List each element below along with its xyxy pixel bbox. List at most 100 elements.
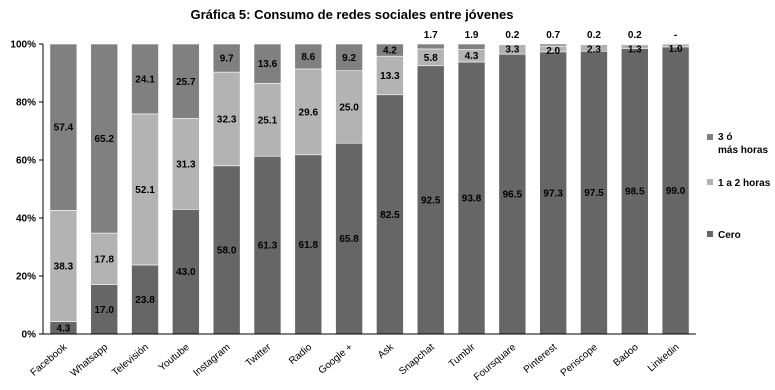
bar-segment xyxy=(539,43,567,47)
legend-label-cero: Cero xyxy=(718,230,741,241)
value-label: 97.5 xyxy=(584,188,604,199)
value-label: 99.0 xyxy=(666,186,686,197)
bar-segment xyxy=(539,51,567,335)
x-tick-label: Televisión xyxy=(110,342,151,379)
value-label: 61.8 xyxy=(299,240,319,251)
bar-segment xyxy=(90,43,119,234)
bar-segment xyxy=(620,43,649,45)
bar-segment xyxy=(131,43,159,115)
bar-segment xyxy=(457,61,486,335)
value-label: 82.5 xyxy=(380,210,400,221)
value-label: 23.8 xyxy=(135,295,155,306)
x-tick-label: Periscope xyxy=(559,342,600,379)
value-label: 24.1 xyxy=(135,74,155,85)
value-label: 13.3 xyxy=(380,71,400,82)
value-label: 1.3 xyxy=(628,45,642,56)
bar-segment xyxy=(212,71,241,167)
x-tick-label: Whatsapp xyxy=(69,342,111,380)
bar-segment xyxy=(131,113,159,266)
bar-segment xyxy=(335,70,363,144)
value-label: 4.2 xyxy=(383,46,397,57)
bar-segment xyxy=(131,264,159,335)
bar-segment xyxy=(90,232,119,286)
x-tick-label: Linkedin xyxy=(646,342,682,374)
bar-segment xyxy=(416,43,445,50)
x-tick-label: Google + xyxy=(317,342,355,377)
value-label: 0.7 xyxy=(546,30,560,41)
value-label: 96.5 xyxy=(503,190,523,201)
value-label: 0.2 xyxy=(505,30,519,41)
value-label: 61.3 xyxy=(258,241,278,252)
value-label: 97.3 xyxy=(543,188,563,199)
chart-title: Gráfica 5: Consumo de redes sociales ent… xyxy=(191,7,514,22)
value-label: 5.8 xyxy=(424,53,438,64)
value-label: 32.3 xyxy=(217,114,237,125)
value-label: 9.2 xyxy=(342,53,356,64)
bar-segment xyxy=(335,43,363,71)
x-tick-label: Badoo xyxy=(611,342,641,369)
value-label: 92.5 xyxy=(421,195,441,206)
value-label: 93.8 xyxy=(462,193,482,204)
x-tick-label: Twitter xyxy=(244,341,274,369)
value-label: 25.1 xyxy=(258,115,278,126)
legend: 3 ó más horas 1 a 2 horas Cero xyxy=(707,132,771,241)
value-label: 1.9 xyxy=(465,30,479,41)
value-label: 9.7 xyxy=(220,54,234,65)
value-label: 65.8 xyxy=(339,234,359,245)
value-label: 25.0 xyxy=(339,102,359,113)
legend-swatch-3-mas-horas xyxy=(707,134,713,140)
bar-segment xyxy=(294,43,323,70)
value-label: 2.3 xyxy=(587,45,601,56)
y-tick-label: 40% xyxy=(16,214,36,225)
bar-segment xyxy=(49,43,78,211)
legend-swatch-1-a-2-horas xyxy=(707,179,713,185)
value-label: 17.8 xyxy=(94,254,114,265)
y-tick-label: 20% xyxy=(16,272,36,283)
value-label: 3.3 xyxy=(505,45,519,56)
bar-segment xyxy=(212,165,241,335)
x-tick-label: Radio xyxy=(287,342,314,368)
y-tick-label: 60% xyxy=(16,156,36,167)
value-label: 8.6 xyxy=(301,52,315,63)
value-label: 1.0 xyxy=(669,44,683,55)
value-label: 13.6 xyxy=(258,59,278,70)
x-tick-label: Instagram xyxy=(191,342,232,379)
value-labels: 4.3 38.3 57.4 17.0 17.8 65.2 23.8 52.1 24.1 43.0 3… xyxy=(54,30,686,334)
value-label: 31.3 xyxy=(176,159,196,170)
bar-segment xyxy=(253,83,282,157)
value-label: - xyxy=(674,30,677,41)
bar-segment xyxy=(172,118,200,210)
bars xyxy=(49,43,690,335)
bar-segment xyxy=(212,43,241,73)
value-label: 25.7 xyxy=(176,77,196,88)
bar-segment xyxy=(253,43,282,84)
bar-segment xyxy=(457,43,486,50)
legend-label-1-a-2-horas: 1 a 2 horas xyxy=(718,178,771,189)
bar-segment xyxy=(498,43,527,45)
x-tick-label: Snapchat xyxy=(397,342,437,378)
x-tick-label: Pinterest xyxy=(522,342,559,376)
bar-segment xyxy=(416,65,445,335)
bar-segment xyxy=(661,43,690,48)
bar-segment xyxy=(172,209,200,335)
bar-segment xyxy=(172,43,200,119)
bar-segment xyxy=(620,48,649,335)
value-label: 43.0 xyxy=(176,267,196,278)
value-label: 38.3 xyxy=(54,261,74,272)
value-label: 57.4 xyxy=(54,123,74,134)
bar-segment xyxy=(335,142,363,335)
value-label: 29.6 xyxy=(299,107,319,118)
value-label: 52.1 xyxy=(135,185,155,196)
x-tick-label: Foursquare xyxy=(472,342,519,384)
value-label: 0.2 xyxy=(587,30,601,41)
value-label: 17.0 xyxy=(94,305,114,316)
y-tick-label: 0% xyxy=(22,330,37,341)
value-label: 1.7 xyxy=(424,30,438,41)
value-label: 58.0 xyxy=(217,245,237,256)
value-label: 2.0 xyxy=(546,46,560,57)
x-tick-label: Ask xyxy=(376,341,397,361)
value-label: 0.2 xyxy=(628,30,642,41)
y-axis: 0% 20% 40% 60% 80% 100% xyxy=(10,40,44,341)
bar-segment xyxy=(376,43,404,57)
